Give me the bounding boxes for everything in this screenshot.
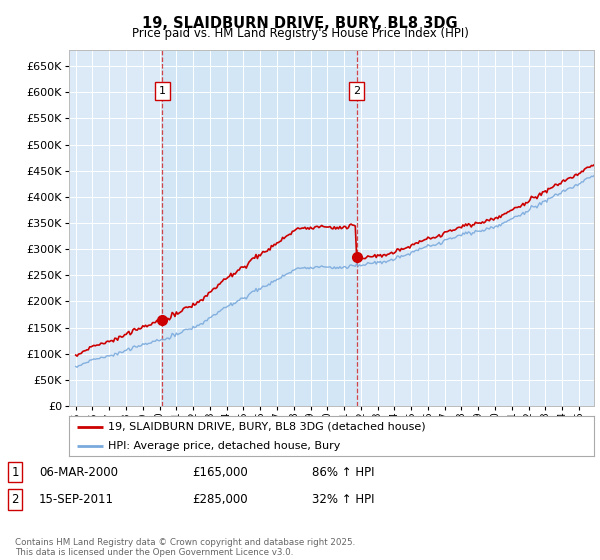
Text: 86% ↑ HPI: 86% ↑ HPI <box>312 465 374 479</box>
Text: 1: 1 <box>11 465 19 479</box>
Text: 19, SLAIDBURN DRIVE, BURY, BL8 3DG (detached house): 19, SLAIDBURN DRIVE, BURY, BL8 3DG (deta… <box>109 422 426 432</box>
Text: 1: 1 <box>159 86 166 96</box>
Text: 2: 2 <box>11 493 19 506</box>
Text: £285,000: £285,000 <box>192 493 248 506</box>
Text: 32% ↑ HPI: 32% ↑ HPI <box>312 493 374 506</box>
Text: £165,000: £165,000 <box>192 465 248 479</box>
Text: Price paid vs. HM Land Registry's House Price Index (HPI): Price paid vs. HM Land Registry's House … <box>131 27 469 40</box>
Text: 15-SEP-2011: 15-SEP-2011 <box>39 493 114 506</box>
Text: 19, SLAIDBURN DRIVE, BURY, BL8 3DG: 19, SLAIDBURN DRIVE, BURY, BL8 3DG <box>142 16 458 31</box>
Text: Contains HM Land Registry data © Crown copyright and database right 2025.
This d: Contains HM Land Registry data © Crown c… <box>15 538 355 557</box>
Text: 06-MAR-2000: 06-MAR-2000 <box>39 465 118 479</box>
Bar <box>163 50 356 406</box>
Text: HPI: Average price, detached house, Bury: HPI: Average price, detached house, Bury <box>109 441 341 451</box>
Text: 2: 2 <box>353 86 360 96</box>
